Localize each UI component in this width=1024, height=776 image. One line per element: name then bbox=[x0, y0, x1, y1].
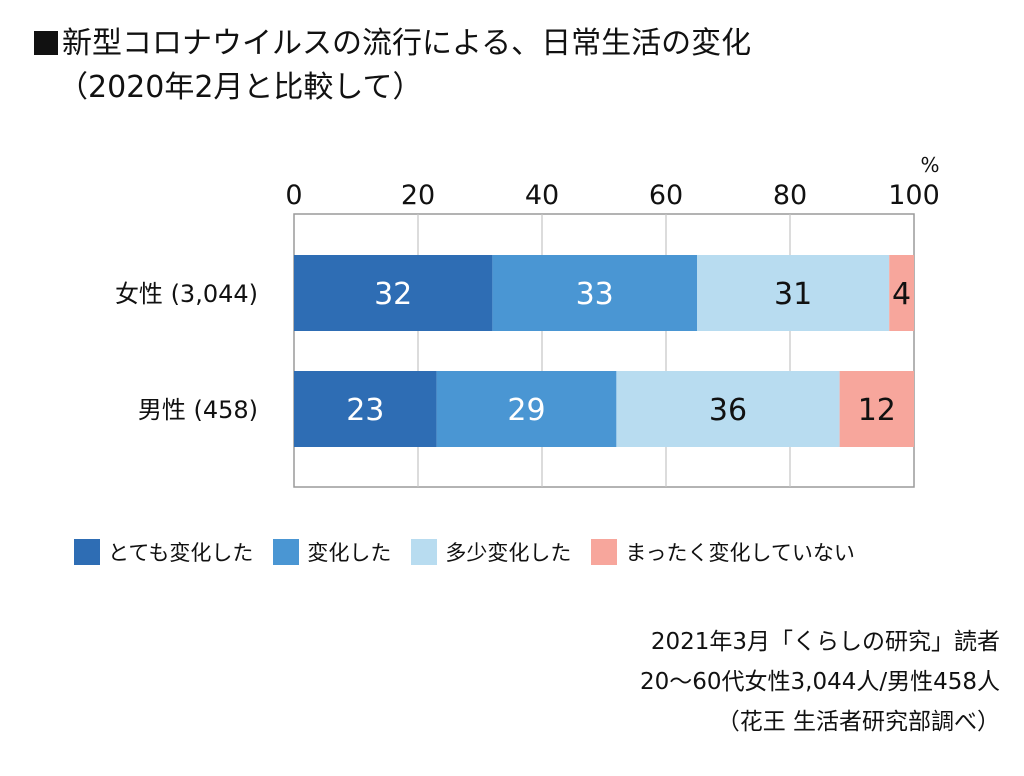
data-label: 4 bbox=[892, 277, 911, 312]
data-label: 23 bbox=[346, 393, 384, 428]
source-line1: 2021年3月「くらしの研究」読者 bbox=[650, 629, 1000, 655]
legend: とても変化した 変化した 多少変化した まったく変化していない bbox=[74, 536, 875, 568]
data-label: 32 bbox=[374, 277, 412, 312]
legend-swatch bbox=[591, 539, 618, 565]
legend-swatch bbox=[411, 539, 438, 565]
bar-segment bbox=[294, 371, 437, 447]
bar-segment bbox=[889, 255, 914, 331]
bar-segment bbox=[492, 255, 697, 331]
x-tick-label: 100 bbox=[888, 180, 940, 211]
bar-segment bbox=[839, 371, 914, 447]
legend-swatch bbox=[74, 539, 100, 565]
unit-label: % bbox=[920, 153, 939, 177]
legend-item: 多少変化した bbox=[411, 537, 571, 567]
legend-label: とても変化した bbox=[108, 541, 254, 565]
bar-segment bbox=[616, 371, 840, 447]
data-label: 29 bbox=[507, 393, 545, 428]
data-label: 36 bbox=[709, 393, 747, 428]
data-label: 12 bbox=[858, 393, 896, 428]
x-tick-label: 20 bbox=[401, 180, 435, 211]
legend-label: まったく変化していない bbox=[625, 541, 855, 565]
x-tick-label: 40 bbox=[525, 180, 559, 211]
x-tick-label: 0 bbox=[285, 180, 302, 211]
legend-label: 多少変化した bbox=[445, 541, 572, 565]
title-line1: 新型コロナウイルスの流行による、日常生活の変化 bbox=[62, 26, 752, 61]
bar-segment bbox=[436, 371, 617, 447]
source-note: 2021年3月「くらしの研究」読者 20〜60代女性3,044人/男性458人 … bbox=[640, 622, 1000, 742]
source-line2: 20〜60代女性3,044人/男性458人 bbox=[639, 669, 1000, 695]
category-label: 女性 (3,044) bbox=[115, 280, 258, 308]
data-label: 33 bbox=[576, 277, 614, 312]
legend-item: とても変化した bbox=[74, 537, 253, 567]
bar-segment bbox=[697, 255, 890, 331]
legend-item: 変化した bbox=[273, 537, 391, 567]
legend-label: 変化した bbox=[307, 541, 392, 565]
category-label: 男性 (458) bbox=[138, 396, 258, 424]
chart-title: 新型コロナウイルスの流行による、日常生活の変化 （2020年2月と比較して） bbox=[34, 22, 751, 110]
legend-item: まったく変化していない bbox=[591, 537, 855, 567]
source-line3: （花王 生活者研究部調べ） bbox=[716, 709, 1000, 735]
x-tick-label: 60 bbox=[649, 180, 683, 211]
x-tick-label: 80 bbox=[773, 180, 807, 211]
bar-segment bbox=[294, 255, 493, 331]
data-label: 31 bbox=[774, 277, 812, 312]
title-line2: （2020年2月と比較して） bbox=[58, 70, 423, 105]
square-bullet-icon bbox=[34, 31, 58, 55]
legend-swatch bbox=[273, 539, 300, 565]
